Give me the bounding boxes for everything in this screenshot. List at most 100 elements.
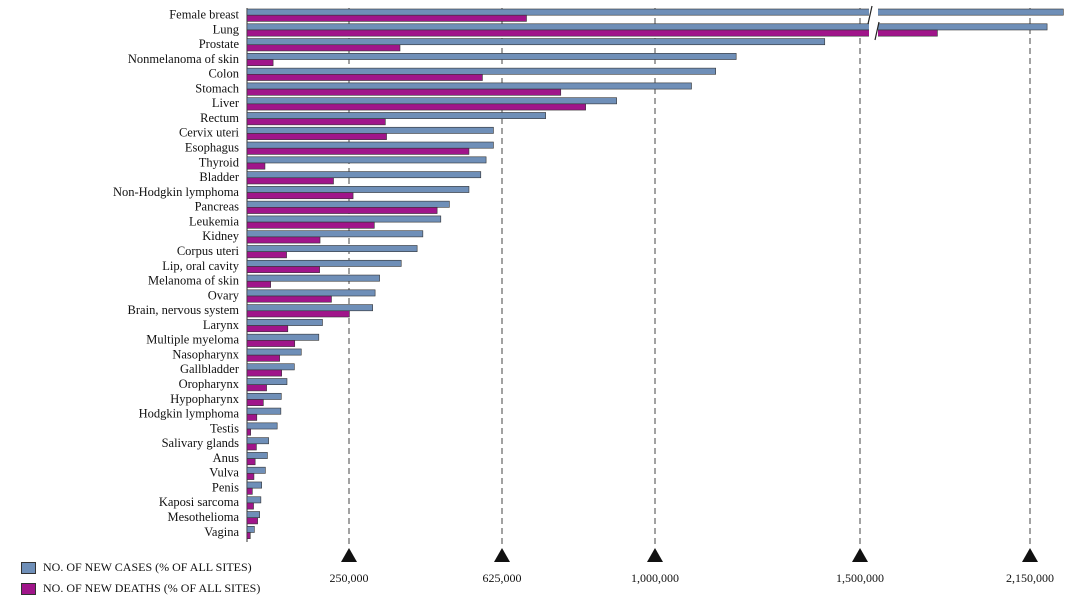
bar-new-deaths <box>246 413 258 421</box>
bar-new-deaths <box>246 280 271 288</box>
bar-new-cases <box>246 82 692 90</box>
category-label: Vagina <box>204 525 239 539</box>
tick-marker <box>647 548 663 562</box>
bar-new-cases <box>246 511 260 519</box>
bar-new-cases <box>246 53 737 60</box>
bar-new-deaths <box>246 44 401 52</box>
bar-new-deaths <box>246 369 282 377</box>
bar-new-deaths <box>246 221 375 229</box>
tick-label: 1,000,000 <box>631 571 679 585</box>
bar-new-deaths <box>246 487 253 495</box>
bar-new-cases <box>246 392 282 400</box>
bar-new-deaths <box>246 473 255 480</box>
legend-label-cases: NO. OF NEW CASES (% OF ALL SITES) <box>43 560 252 574</box>
bar-new-cases <box>246 496 262 504</box>
axis-break-slash <box>867 5 873 25</box>
category-label: Oropharynx <box>179 377 240 391</box>
tick-marker <box>341 548 357 562</box>
legend-swatch-cases <box>21 561 36 574</box>
category-label: Lung <box>213 22 240 36</box>
bar-new-deaths <box>246 428 251 436</box>
bar-new-deaths <box>246 133 387 140</box>
x-axis-ticks: 250,000 625,000 1,000,000 1,500,000 2,150,00… <box>330 548 1054 585</box>
bar-new-deaths <box>246 266 320 273</box>
bars <box>246 8 1064 539</box>
bar-new-cases <box>246 112 546 119</box>
bar-new-deaths <box>246 74 483 81</box>
bar-new-deaths <box>246 103 586 111</box>
bar-new-cases <box>246 407 282 415</box>
bar-new-deaths <box>246 517 258 525</box>
bar-new-cases <box>246 304 373 312</box>
bar-new-cases <box>246 481 262 489</box>
bar-new-cases <box>246 525 255 533</box>
bar-new-deaths <box>246 443 257 451</box>
tick-label: 1,500,000 <box>836 571 884 585</box>
bar-new-cases <box>246 186 470 193</box>
bar-new-cases <box>246 289 376 297</box>
bar-new-deaths <box>246 310 350 318</box>
category-label: Prostate <box>199 37 240 51</box>
bar-new-deaths <box>246 340 296 347</box>
bar-new-cases <box>246 156 487 164</box>
category-label: Pancreas <box>195 200 240 214</box>
category-label: Hypopharynx <box>170 392 239 406</box>
category-label: Thyroid <box>199 155 240 169</box>
category-label: Cervix uteri <box>179 126 240 140</box>
bar-new-deaths <box>246 29 938 37</box>
bar-new-cases <box>246 452 268 459</box>
bar-new-deaths <box>246 14 527 22</box>
bar-new-cases <box>246 466 266 474</box>
category-label: Hodgkin lymphoma <box>139 407 240 421</box>
axis-break-mark <box>867 4 880 44</box>
bar-new-cases <box>246 319 323 326</box>
category-label: Leukemia <box>189 214 239 228</box>
category-label: Multiple myeloma <box>146 333 239 347</box>
category-label: Nasopharynx <box>172 347 239 361</box>
category-label: Melanoma of skin <box>148 274 240 288</box>
bar-new-cases <box>246 23 1048 31</box>
legend-label-deaths: NO. OF NEW DEATHS (% OF ALL SITES) <box>43 581 261 595</box>
category-label: Larynx <box>203 318 240 332</box>
category-label: Female breast <box>169 8 239 22</box>
bar-new-deaths <box>246 502 254 510</box>
bar-new-cases <box>246 245 418 252</box>
category-label: Anus <box>213 451 240 465</box>
bar-new-cases <box>246 8 1064 16</box>
category-label: Mesothelioma <box>167 510 239 524</box>
bar-new-deaths <box>246 162 266 170</box>
bar-new-cases <box>246 67 716 75</box>
bar-new-cases <box>246 348 302 356</box>
category-label: Kidney <box>202 229 240 243</box>
category-label: Nonmelanoma of skin <box>128 52 240 66</box>
bar-new-cases <box>246 437 269 445</box>
category-label: Esophagus <box>185 141 239 155</box>
axis-break-slash <box>874 21 880 41</box>
category-label: Penis <box>212 480 239 494</box>
category-label: Ovary <box>208 288 240 302</box>
bar-new-cases <box>246 333 320 341</box>
tick-label: 250,000 <box>330 571 369 585</box>
bar-new-deaths <box>246 236 321 244</box>
bar-new-deaths <box>246 295 332 303</box>
tick-label: 2,150,000 <box>1006 571 1054 585</box>
tick-marker <box>1022 548 1038 562</box>
bar-new-deaths <box>246 384 267 392</box>
bar-new-cases <box>246 215 442 223</box>
bar-new-cases <box>246 200 450 208</box>
bar-new-cases <box>246 274 380 282</box>
bar-new-deaths <box>246 458 256 466</box>
bar-new-cases <box>246 363 295 371</box>
bar-new-deaths <box>246 325 289 333</box>
category-label: Gallbladder <box>180 362 240 376</box>
bar-new-cases <box>246 259 402 267</box>
category-label: Liver <box>212 96 240 110</box>
bar-new-deaths <box>246 88 562 96</box>
bar-new-cases <box>246 97 617 105</box>
category-label: Rectum <box>200 111 239 125</box>
category-label: Kaposi sarcoma <box>159 495 240 509</box>
bar-new-cases <box>246 126 494 134</box>
bar-new-deaths <box>246 354 280 362</box>
